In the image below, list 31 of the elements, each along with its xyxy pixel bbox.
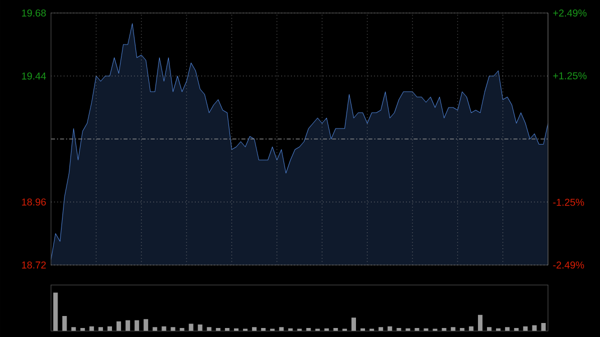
y-tick-label: 19.68 bbox=[22, 9, 46, 17]
y2-tick-label: -1.25% bbox=[553, 198, 584, 206]
bar bbox=[144, 319, 148, 332]
bar bbox=[188, 324, 194, 332]
y2-tick-label: +1.25% bbox=[553, 72, 587, 80]
bar bbox=[252, 327, 257, 332]
bar bbox=[206, 327, 212, 332]
bar bbox=[378, 327, 384, 332]
bar bbox=[297, 328, 302, 332]
bar bbox=[487, 327, 492, 332]
y2-tick-label: -2.49% bbox=[553, 261, 584, 269]
bar bbox=[134, 320, 140, 332]
bar bbox=[541, 322, 546, 332]
bar bbox=[170, 327, 176, 332]
bar bbox=[152, 327, 158, 332]
bar bbox=[351, 318, 356, 332]
bar bbox=[450, 327, 456, 332]
y-tick-label: 18.72 bbox=[22, 261, 46, 269]
bar bbox=[279, 327, 284, 332]
y-tick-label: 18.96 bbox=[22, 198, 46, 206]
bar bbox=[198, 324, 202, 332]
bar bbox=[98, 327, 103, 332]
bar bbox=[71, 327, 76, 332]
bar bbox=[478, 314, 482, 332]
bar bbox=[126, 320, 130, 332]
bar bbox=[53, 292, 58, 332]
y-tick-label: 19.44 bbox=[22, 72, 46, 80]
y2-tick-label: +2.49% bbox=[553, 9, 587, 17]
bar bbox=[505, 327, 510, 332]
bar bbox=[62, 316, 67, 332]
bar bbox=[116, 321, 122, 332]
